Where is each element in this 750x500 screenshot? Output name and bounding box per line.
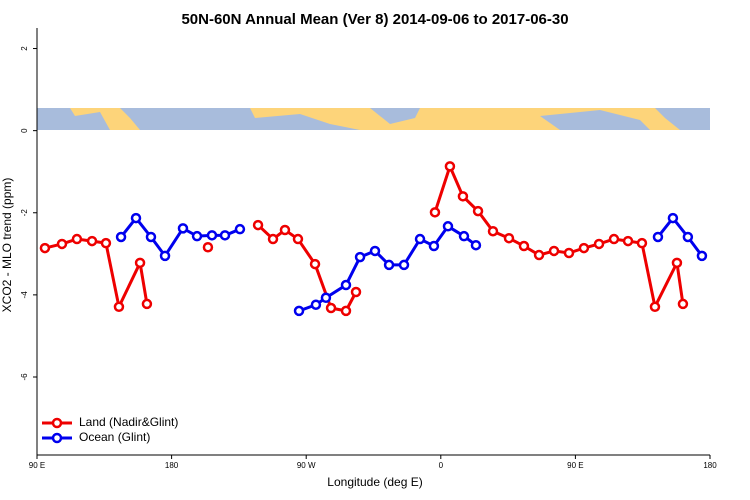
x-axis-label: Longitude (deg E) xyxy=(327,475,422,489)
data-point xyxy=(429,207,441,218)
data-point xyxy=(548,245,560,257)
map-sea xyxy=(37,108,110,130)
data-point xyxy=(470,239,482,251)
data-point xyxy=(518,240,530,252)
data-point xyxy=(310,299,322,310)
data-point xyxy=(292,233,304,245)
data-point xyxy=(652,231,664,243)
data-point xyxy=(159,250,171,262)
data-point xyxy=(267,233,279,245)
data-point xyxy=(340,305,352,317)
map-sea xyxy=(120,108,360,130)
data-point xyxy=(458,230,470,242)
x-tick-label: 90 E xyxy=(29,461,45,470)
data-point xyxy=(100,237,112,249)
data-point xyxy=(369,245,381,257)
legend-label: Land (Nadir&Glint) xyxy=(79,415,178,429)
data-point xyxy=(56,238,68,250)
x-tick-label: 0 xyxy=(439,461,444,470)
data-point xyxy=(350,286,362,298)
data-point xyxy=(667,212,679,224)
data-point xyxy=(383,259,395,271)
data-point xyxy=(696,250,708,262)
data-point xyxy=(115,231,127,243)
data-point xyxy=(503,232,515,244)
map-sea xyxy=(655,108,710,130)
data-point xyxy=(533,249,545,261)
data-point xyxy=(234,223,246,235)
x-tick-label: 180 xyxy=(165,461,179,470)
chart-title: 50N-60N Annual Mean (Ver 8) 2014-09-06 t… xyxy=(181,11,568,28)
data-point xyxy=(191,230,203,242)
y-tick-label: 2 xyxy=(20,46,29,51)
data-point xyxy=(177,223,189,234)
series-line xyxy=(44,162,685,313)
map-sea xyxy=(540,110,650,130)
data-point xyxy=(428,240,440,252)
data-point xyxy=(444,161,456,172)
data-point xyxy=(457,191,469,202)
data-point xyxy=(39,242,51,254)
map-strip xyxy=(37,108,710,130)
data-point xyxy=(252,219,264,231)
y-tick-label: -2 xyxy=(20,209,29,217)
data-point xyxy=(219,230,231,241)
y-tick-label: -4 xyxy=(20,291,29,299)
data-point xyxy=(414,233,426,245)
data-point xyxy=(309,258,321,270)
data-point xyxy=(134,257,146,269)
map-sea xyxy=(370,108,420,124)
data-point xyxy=(593,238,605,250)
data-point xyxy=(354,251,366,263)
data-point xyxy=(608,233,620,245)
data-point xyxy=(320,292,332,303)
y-tick-label: -6 xyxy=(20,373,29,381)
legend-marker xyxy=(51,417,63,429)
data-point xyxy=(340,279,352,291)
legend-marker xyxy=(51,432,63,444)
data-point xyxy=(563,247,575,259)
data-point xyxy=(682,231,694,243)
data-point xyxy=(677,298,689,310)
data-point xyxy=(578,242,590,254)
data-point xyxy=(145,231,157,243)
data-point xyxy=(130,212,142,224)
data-point xyxy=(293,305,305,317)
data-point xyxy=(487,225,499,237)
data-point xyxy=(325,302,337,314)
data-point xyxy=(649,301,661,313)
data-point xyxy=(202,241,214,253)
data-point xyxy=(71,233,83,245)
data-point xyxy=(442,221,454,232)
data-point xyxy=(671,257,683,269)
data-point xyxy=(279,224,291,236)
data-point xyxy=(86,235,98,247)
y-tick-label: 0 xyxy=(20,128,29,133)
data-point xyxy=(206,230,218,241)
legend-label: Ocean (Glint) xyxy=(79,430,150,444)
x-tick-label: 90 W xyxy=(297,461,316,470)
x-tick-label: 180 xyxy=(703,461,717,470)
data-point xyxy=(622,235,634,247)
data-point xyxy=(398,259,410,271)
data-point xyxy=(141,298,153,310)
x-tick-label: 90 E xyxy=(567,461,583,470)
data-point xyxy=(636,237,648,249)
data-point xyxy=(472,205,484,217)
y-axis-label: XCO2 - MLO trend (ppm) xyxy=(0,178,14,313)
data-point xyxy=(113,301,125,313)
